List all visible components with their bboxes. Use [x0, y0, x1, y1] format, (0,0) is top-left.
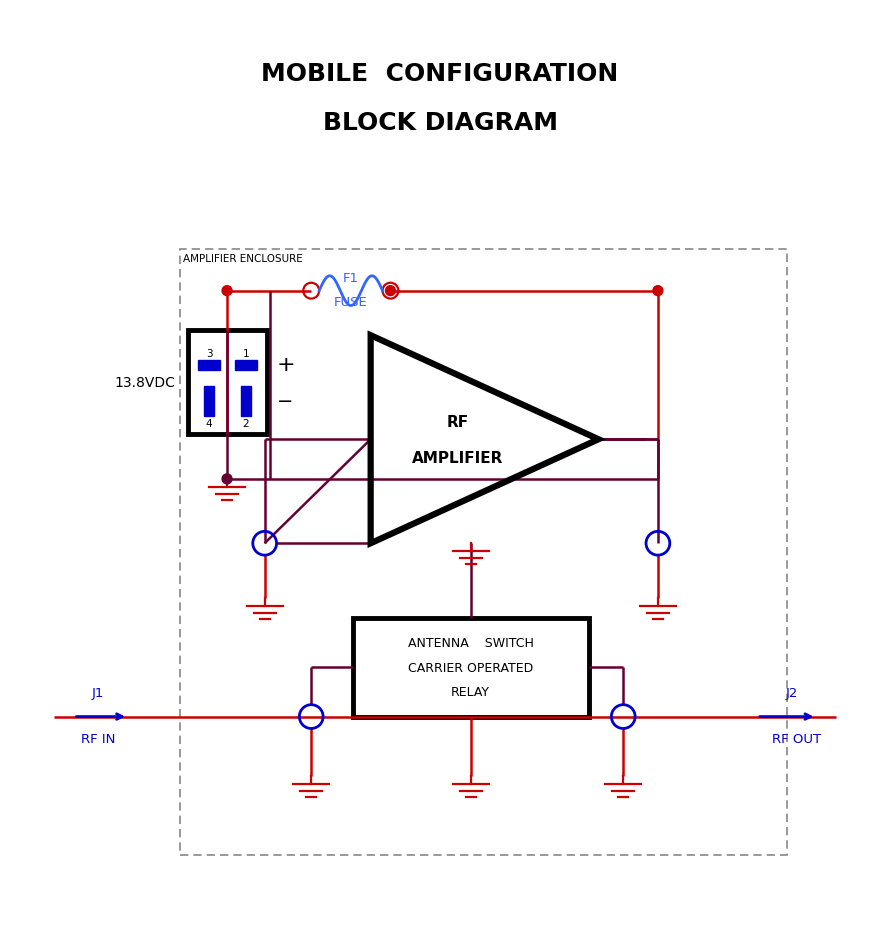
Text: J1: J1 [92, 686, 105, 699]
FancyBboxPatch shape [235, 360, 257, 370]
Text: 4: 4 [206, 419, 212, 428]
Text: BLOCK DIAGRAM: BLOCK DIAGRAM [322, 111, 558, 135]
Text: RF OUT: RF OUT [772, 732, 821, 745]
Text: RF: RF [446, 415, 468, 430]
Text: −: − [276, 392, 293, 411]
Text: AMPLIFIER: AMPLIFIER [412, 450, 503, 465]
FancyBboxPatch shape [204, 386, 214, 416]
Text: RELAY: RELAY [451, 686, 490, 699]
FancyBboxPatch shape [188, 331, 267, 435]
Text: AMPLIFIER ENCLOSURE: AMPLIFIER ENCLOSURE [183, 253, 304, 264]
Circle shape [222, 474, 232, 484]
Text: 3: 3 [206, 349, 212, 358]
Text: MOBILE  CONFIGURATION: MOBILE CONFIGURATION [261, 61, 619, 85]
Text: J2: J2 [786, 686, 798, 699]
Text: +: + [276, 354, 295, 374]
Text: FUSE: FUSE [334, 296, 368, 309]
Circle shape [653, 287, 663, 296]
Text: 2: 2 [243, 419, 249, 428]
Text: CARRIER OPERATED: CARRIER OPERATED [408, 661, 533, 674]
Text: F1: F1 [343, 272, 359, 285]
Text: 13.8VDC: 13.8VDC [114, 376, 175, 390]
Text: RF IN: RF IN [81, 732, 115, 745]
Circle shape [222, 287, 232, 296]
Text: 1: 1 [243, 349, 249, 358]
Text: ANTENNA    SWITCH: ANTENNA SWITCH [407, 636, 533, 649]
FancyBboxPatch shape [198, 360, 220, 370]
Circle shape [385, 287, 395, 296]
FancyBboxPatch shape [241, 386, 251, 416]
FancyBboxPatch shape [353, 618, 589, 716]
